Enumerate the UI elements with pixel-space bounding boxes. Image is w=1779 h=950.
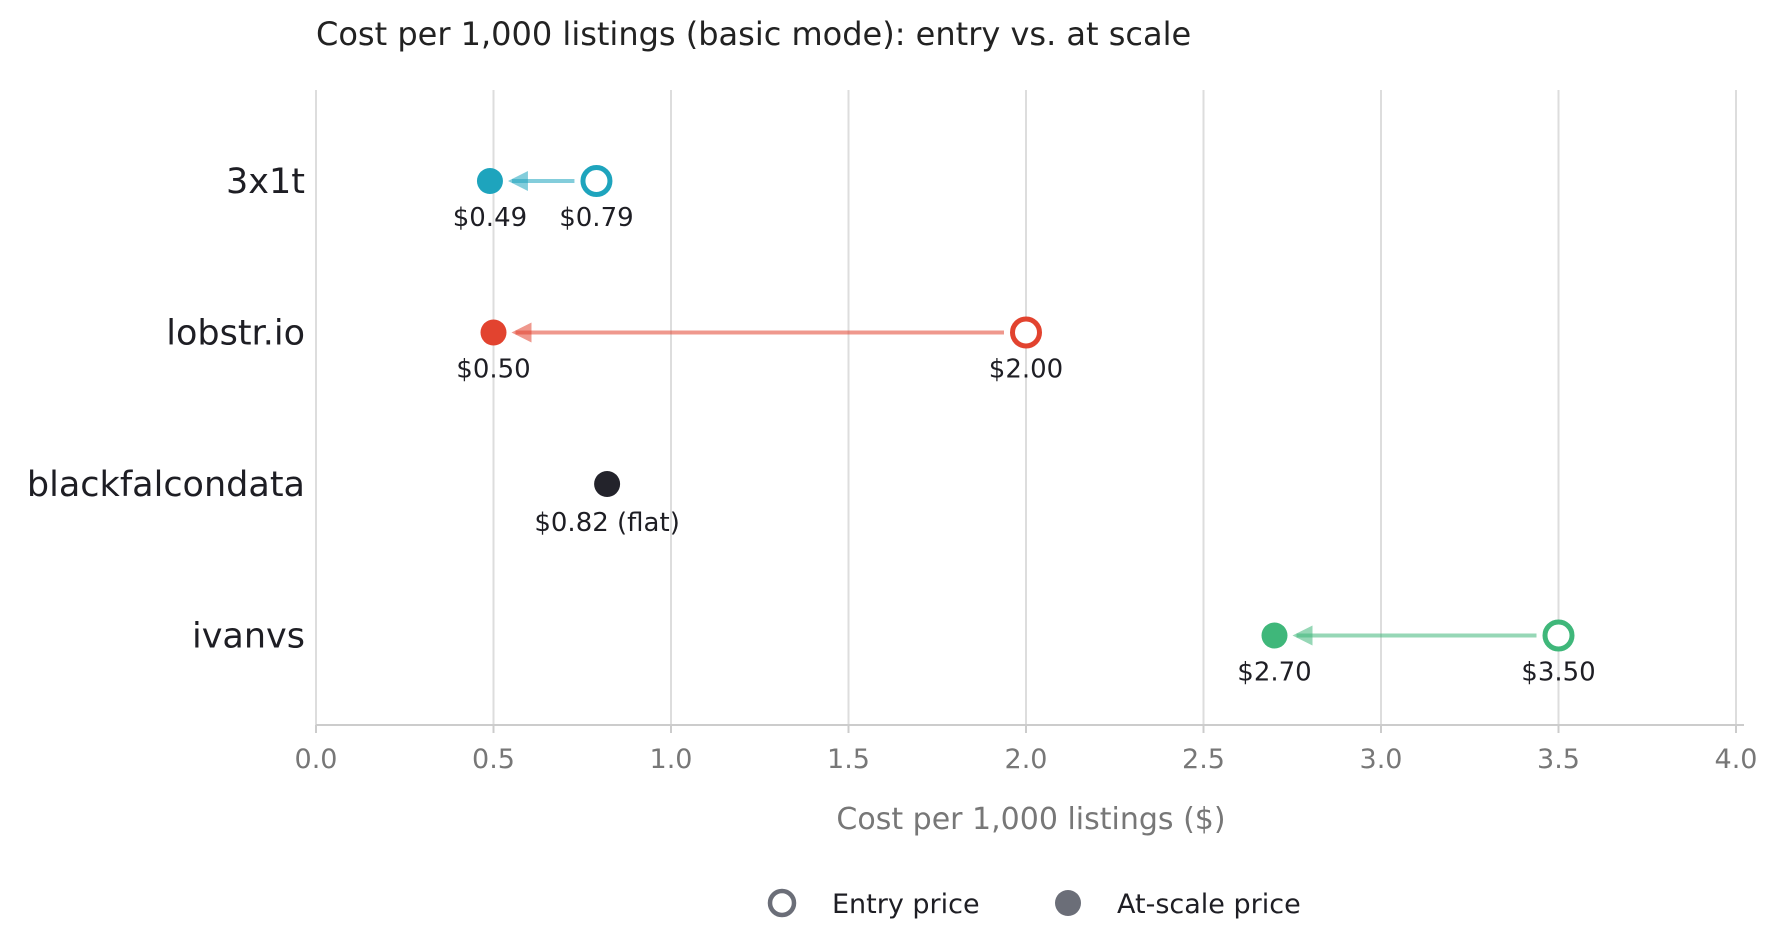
- row-ivanvs: ivanvs $3.50 $2.70: [192, 617, 1596, 688]
- x-tick-label: 0.5: [472, 744, 515, 775]
- category-label: lobstr.io: [166, 314, 305, 354]
- row-3x1t: 3x1t $0.79 $0.49: [226, 162, 634, 233]
- row-blackfalcondata: blackfalcondata $0.82 (flat): [27, 465, 680, 538]
- at-scale-price-point: [480, 319, 507, 346]
- chart-title: Cost per 1,000 listings (basic mode): en…: [316, 15, 1191, 53]
- category-label: blackfalcondata: [27, 465, 305, 505]
- entry-price-point: [1542, 619, 1575, 652]
- category-label: ivanvs: [192, 617, 305, 657]
- flat-price-label: $0.82 (flat): [534, 508, 680, 538]
- legend-label: At-scale price: [1117, 889, 1301, 920]
- x-tick-label: 4.0: [1715, 744, 1758, 775]
- x-axis: 0.0 0.5 1.0 1.5 2.0 2.5 3.0 3.5 4.0: [295, 724, 1758, 775]
- open-circle-icon: [767, 888, 797, 918]
- legend-label: Entry price: [832, 889, 980, 920]
- at-scale-price-point: [476, 168, 503, 194]
- x-tick-label: 1.5: [827, 744, 870, 775]
- grid-lines: [315, 90, 1737, 725]
- filled-circle-icon: [1055, 890, 1081, 916]
- entry-price-point: [580, 165, 613, 197]
- legend-item-at-scale: At-scale price: [1055, 889, 1301, 920]
- x-tick-label: 3.0: [1360, 744, 1403, 775]
- legend: Entry price At-scale price: [767, 888, 1301, 920]
- category-label: 3x1t: [226, 162, 305, 202]
- flat-price-point: [594, 471, 621, 497]
- x-tick-label: 2.0: [1005, 744, 1048, 775]
- x-tick-label: 1.0: [650, 744, 693, 775]
- entry-price-label: $0.79: [559, 203, 633, 233]
- at-scale-price-label: $0.50: [456, 355, 530, 385]
- at-scale-price-label: $2.70: [1237, 658, 1311, 688]
- legend-item-entry: Entry price: [767, 888, 980, 920]
- data-rows: 3x1t $0.79 $0.49 lobstr.io $2.00 $0.50 blackfa…: [27, 162, 1596, 688]
- x-tick-label: 3.5: [1537, 744, 1580, 775]
- entry-price-label: $3.50: [1521, 658, 1595, 688]
- entry-price-label: $2.00: [989, 355, 1063, 385]
- x-tick-label: 2.5: [1182, 744, 1225, 775]
- row-lobstr-io: lobstr.io $2.00 $0.50: [166, 314, 1063, 385]
- at-scale-price-label: $0.49: [453, 203, 527, 233]
- entry-price-point: [1010, 316, 1042, 349]
- x-axis-title: Cost per 1,000 listings ($): [836, 802, 1225, 837]
- x-tick-label: 0.0: [295, 744, 338, 775]
- at-scale-price-point: [1261, 622, 1288, 649]
